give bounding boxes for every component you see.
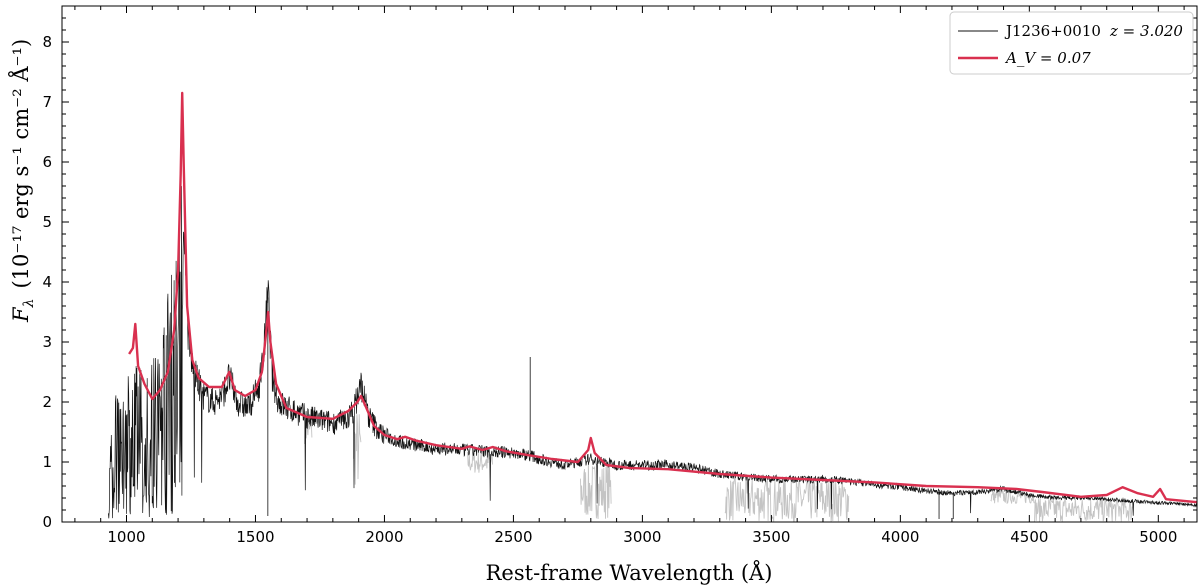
svg-text:Fλ(10⁻¹⁷ erg s⁻¹ cm⁻² Å⁻¹): Fλ (10⁻¹⁷ erg s⁻¹ cm⁻² Å⁻¹) (8, 39, 37, 323)
masked-spectrum-layer (304, 414, 1133, 523)
x-tick-label: 5000 (1139, 528, 1177, 546)
observed-spectrum-line (108, 186, 1198, 519)
y-tick-label: 4 (42, 273, 52, 291)
x-axis-ticks: 1000 1500 2000 2500 3000 3500 4000 4500 5000 (74, 6, 1185, 546)
model-fit-layer (128, 91, 1198, 504)
y-tick-label: 6 (42, 153, 52, 171)
legend-redshift-label: z = 3.020 (1109, 22, 1183, 40)
y-tick-label: 7 (42, 93, 52, 111)
masked-region-6 (1034, 496, 1133, 523)
x-tick-label: 3500 (752, 528, 790, 546)
observed-spectrum-layer (108, 186, 1198, 519)
y-tick-label: 2 (42, 393, 52, 411)
x-tick-label: 2000 (365, 528, 403, 546)
y-axis-ticks: 0 1 2 3 4 5 6 7 8 (42, 5, 1197, 531)
y-tick-label: 0 (42, 513, 52, 531)
plot-frame (61, 5, 1198, 523)
legend-object-label: J1236+0010 (1004, 22, 1101, 40)
legend-box (949, 11, 1194, 75)
legend: J1236+0010 z = 3.020 A_V = 0.07 (949, 11, 1194, 75)
masked-region-2 (466, 451, 493, 473)
y-tick-label: 1 (42, 453, 52, 471)
x-tick-label: 1500 (236, 528, 274, 546)
x-tick-label: 2500 (494, 528, 532, 546)
y-tick-label: 5 (42, 213, 52, 231)
x-tick-label: 3000 (623, 528, 661, 546)
legend-model-label: A_V = 0.07 (1004, 49, 1091, 67)
y-tick-label: 3 (42, 333, 52, 351)
model-fit-line (128, 91, 1198, 504)
y-axis-title: Fλ (10⁻¹⁷ erg s⁻¹ cm⁻² Å⁻¹) (8, 39, 37, 323)
x-tick-label: 4500 (1010, 528, 1048, 546)
y-axis-subscript: λ (21, 299, 37, 309)
x-tick-label: 4000 (881, 528, 919, 546)
x-axis-title: Rest-frame Wavelength (Å) (486, 560, 773, 585)
masked-region-1 (353, 414, 362, 485)
y-axis-symbol: F (9, 306, 33, 323)
masked-region-4 (724, 476, 850, 523)
y-tick-label: 8 (42, 33, 52, 51)
masked-region-3 (580, 462, 612, 519)
x-tick-label: 1000 (107, 528, 145, 546)
y-axis-units: (10⁻¹⁷ erg s⁻¹ cm⁻² Å⁻¹) (8, 39, 33, 289)
